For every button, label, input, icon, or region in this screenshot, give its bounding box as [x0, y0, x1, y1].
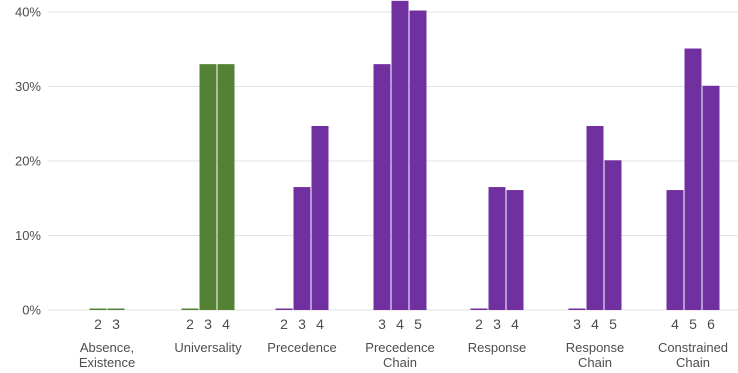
bar — [181, 308, 199, 310]
x-tick-label: 4 — [511, 316, 519, 332]
bar-group: 2 3 4 Universality — [174, 64, 242, 355]
group-label: Constrained — [658, 340, 728, 355]
y-tick-label: 0% — [22, 303, 41, 318]
x-tick-label: 3 — [204, 316, 212, 332]
x-tick-label: 3 — [378, 316, 386, 332]
y-axis: 0% 10% 20% 30% 40% — [15, 5, 41, 318]
bar — [506, 190, 524, 310]
bar — [470, 308, 488, 310]
x-tick-label: 4 — [671, 316, 679, 332]
bar — [293, 187, 311, 310]
bar — [373, 64, 391, 311]
x-tick-label: 5 — [689, 316, 697, 332]
bar — [199, 64, 217, 311]
bar — [311, 125, 329, 310]
x-tick-label: 3 — [573, 316, 581, 332]
bar — [275, 308, 293, 310]
bar — [702, 85, 720, 310]
bar — [666, 190, 684, 310]
x-tick-label: 6 — [707, 316, 715, 332]
y-tick-label: 30% — [15, 79, 41, 94]
bar — [604, 160, 622, 310]
y-tick-label: 20% — [15, 154, 41, 169]
y-tick-label: 10% — [15, 228, 41, 243]
group-label: Precedence — [267, 340, 336, 355]
x-tick-label: 2 — [280, 316, 288, 332]
x-tick-label: 3 — [112, 316, 120, 332]
group-label: Response — [468, 340, 527, 355]
bar — [409, 10, 427, 310]
group-label: Chain — [578, 355, 612, 370]
x-tick-label: 4 — [222, 316, 230, 332]
x-tick-label: 4 — [591, 316, 599, 332]
group-label: Existence — [79, 355, 135, 370]
group-label: Chain — [676, 355, 710, 370]
bar-group: 2 3 Absence,Existence — [79, 308, 135, 370]
x-tick-label: 2 — [186, 316, 194, 332]
bar — [391, 0, 409, 310]
bar — [568, 308, 586, 310]
group-label: Response — [566, 340, 625, 355]
x-tick-label: 4 — [396, 316, 404, 332]
x-tick-label: 5 — [414, 316, 422, 332]
x-tick-label: 2 — [475, 316, 483, 332]
group-label: Universality — [174, 340, 242, 355]
bar — [684, 48, 702, 310]
bar — [488, 187, 506, 310]
bar — [586, 125, 604, 310]
x-tick-label: 4 — [316, 316, 324, 332]
group-label: Chain — [383, 355, 417, 370]
x-tick-label: 3 — [298, 316, 306, 332]
bar — [89, 308, 107, 310]
x-tick-label: 2 — [94, 316, 102, 332]
x-tick-label: 3 — [493, 316, 501, 332]
bar-group: 2 3 4 Precedence — [267, 125, 337, 355]
bar — [107, 308, 125, 310]
bar-group: 2 3 4 Response — [468, 187, 527, 355]
x-tick-label: 5 — [609, 316, 617, 332]
bar — [217, 64, 235, 311]
group-label: Absence, — [80, 340, 134, 355]
group-label: Precedence — [365, 340, 434, 355]
y-tick-label: 40% — [15, 5, 41, 20]
